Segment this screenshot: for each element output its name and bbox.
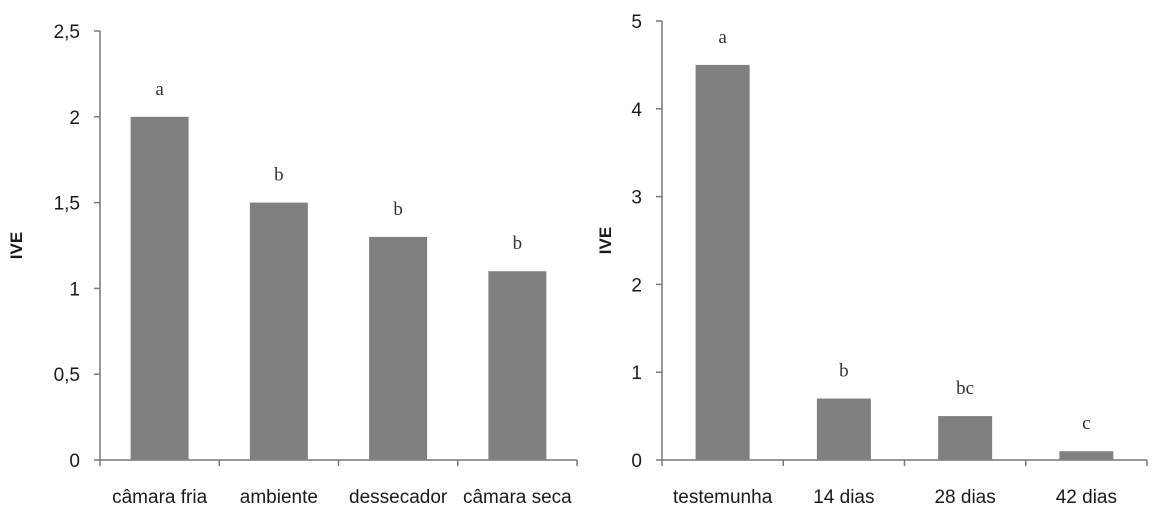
x-category-label: câmara fria bbox=[112, 487, 207, 508]
y-tick-label: 0 bbox=[69, 451, 80, 472]
bar bbox=[130, 116, 189, 461]
y-axis-title: IVE bbox=[7, 232, 26, 259]
y-tick-label: 3 bbox=[631, 188, 642, 209]
x-category-label: 14 dias bbox=[813, 487, 874, 508]
y-tick-label: 1 bbox=[631, 363, 642, 384]
x-category-label: dessecador bbox=[349, 487, 448, 508]
chart-storage-period: 0 1 2 3 4 5 a testemunha b 14 dias bc 28 dias c 42 di… bbox=[596, 12, 1148, 508]
bar bbox=[249, 202, 308, 460]
y-tick-label: 2 bbox=[69, 108, 80, 129]
x-category-label: câmara seca bbox=[463, 487, 572, 508]
chart-storage-conditions: 0 0,5 1 1,5 2 2,5 a câmara fria b ambiente b dessec… bbox=[7, 22, 578, 508]
bar bbox=[1059, 451, 1114, 460]
bar-data-label: c bbox=[1082, 413, 1090, 434]
y-tick-label: 2,5 bbox=[54, 22, 80, 43]
x-category-label: 28 dias bbox=[934, 487, 995, 508]
y-tick-label: 4 bbox=[631, 100, 642, 121]
y-tick-label: 1 bbox=[69, 279, 80, 300]
y-axis-title: IVE bbox=[596, 227, 615, 254]
bar-data-label: b bbox=[274, 165, 284, 186]
x-category-label: 42 dias bbox=[1056, 487, 1117, 508]
y-tick-label: 0,5 bbox=[54, 365, 80, 386]
bar bbox=[938, 416, 993, 460]
bar bbox=[488, 271, 547, 460]
y-tick-label: 1,5 bbox=[54, 194, 80, 215]
bar-data-label: b bbox=[393, 199, 403, 220]
bar-data-label: bc bbox=[956, 378, 974, 399]
bar bbox=[695, 64, 750, 461]
y-tick-label: 2 bbox=[631, 275, 642, 296]
x-category-label: testemunha bbox=[673, 487, 773, 508]
bar-data-label: b bbox=[513, 233, 523, 254]
bar-data-label: a bbox=[718, 27, 727, 48]
bar-data-label: a bbox=[155, 79, 164, 100]
bar bbox=[369, 236, 428, 460]
x-category-label: ambiente bbox=[240, 487, 318, 508]
y-tick-label: 0 bbox=[631, 451, 642, 472]
bar bbox=[816, 398, 871, 460]
y-tick-label: 5 bbox=[631, 12, 642, 33]
bar-data-label: b bbox=[839, 361, 849, 382]
